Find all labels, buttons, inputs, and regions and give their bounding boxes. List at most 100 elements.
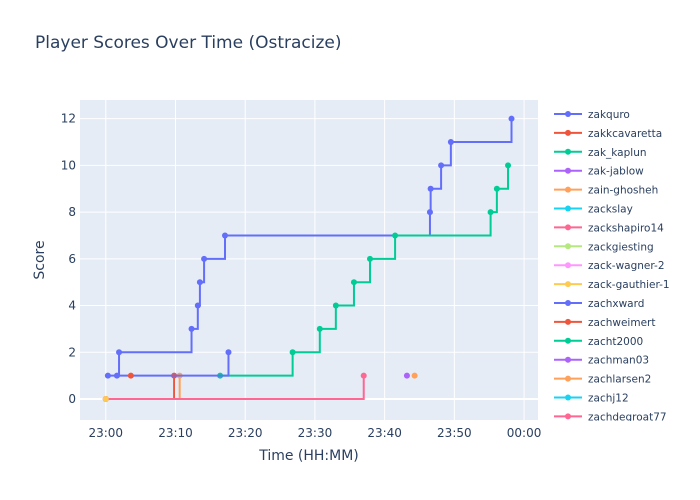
legend-item-zachlarsen2[interactable]: zachlarsen2 (554, 374, 651, 386)
data-point (221, 232, 228, 239)
series-line (107, 118, 513, 377)
legend-label: zachdegroat77 (588, 411, 667, 423)
legend-label: zackslay (588, 204, 633, 216)
legend-marker (565, 300, 571, 306)
y-tick-label: 0 (68, 392, 76, 406)
data-point (411, 372, 418, 379)
y-tick-label: 6 (68, 252, 76, 266)
legend-item-zachman03[interactable]: zachman03 (554, 355, 649, 367)
series-zakquro (104, 115, 515, 379)
y-tick-label: 4 (68, 299, 76, 313)
legend-item-zack-gauthier-1[interactable]: zack-gauthier-1 (554, 279, 670, 291)
legend-label: zackgiesting (588, 241, 654, 253)
data-point (127, 372, 134, 379)
series-line (105, 375, 365, 400)
data-point (403, 372, 410, 379)
data-point (426, 209, 433, 216)
legend-marker (565, 318, 571, 325)
legend-item-zachj12[interactable]: zachj12 (554, 393, 629, 405)
legend-label: zacht2000 (588, 336, 643, 348)
data-point (316, 325, 323, 332)
legend-label: zack-wagner-2 (588, 260, 665, 272)
legend-item-zakquro[interactable]: zakquro (554, 109, 630, 121)
legend-item-zack-wagner-2[interactable]: zack-wagner-2 (554, 260, 665, 272)
legend-marker (565, 262, 571, 269)
legend-marker (565, 205, 571, 212)
data-point (493, 185, 500, 192)
legend-marker (565, 394, 571, 401)
data-point (350, 279, 357, 286)
y-tick-label: 12 (61, 112, 76, 126)
series-zachweimert (127, 372, 134, 379)
data-point (447, 139, 454, 146)
legend-label: zachlarsen2 (588, 374, 651, 386)
legend-label: zachweimert (588, 317, 655, 329)
data-point (505, 162, 512, 169)
data-point (508, 115, 515, 122)
legend-marker (565, 167, 571, 174)
legend-label: zakquro (588, 109, 630, 121)
legend-marker (565, 111, 571, 117)
legend-marker (565, 413, 571, 420)
legend-label: zachxward (588, 298, 644, 310)
y-axis-label: Score (32, 240, 48, 279)
legend-label: zak-jablow (588, 166, 644, 178)
legend-item-zackgiesting[interactable]: zackgiesting (554, 241, 654, 253)
data-point (104, 372, 111, 379)
legend-item-zachweimert[interactable]: zachweimert (554, 317, 655, 329)
x-tick-label: 00:00 (507, 426, 542, 440)
legend-item-zackshapiro14[interactable]: zackshapiro14 (554, 222, 664, 234)
legend-marker (565, 186, 571, 193)
legend-label: zackshapiro14 (588, 222, 664, 234)
data-point (194, 302, 201, 309)
plot-area (80, 100, 538, 420)
x-tick-label: 23:10 (158, 426, 193, 440)
legend-label: zachman03 (588, 355, 649, 367)
data-point (366, 255, 373, 262)
y-tick-label: 8 (68, 205, 76, 219)
data-point (332, 302, 339, 309)
legend-item-zachdegroat77[interactable]: zachdegroat77 (554, 411, 667, 423)
legend-marker (565, 281, 571, 288)
series-zak_kaplun (217, 162, 512, 379)
legend-marker (565, 224, 571, 231)
legend-label: zak_kaplun (588, 147, 647, 159)
chart-title: Player Scores Over Time (Ostracize) (35, 33, 342, 53)
legend[interactable]: zakquro zakkcavaretta zak_kaplun zak-jablow… (554, 109, 670, 423)
series-zachlarsen2 (411, 372, 418, 379)
data-point (438, 162, 445, 169)
legend-marker (565, 148, 571, 155)
series-line (220, 165, 510, 377)
data-point (360, 372, 367, 379)
legend-marker (565, 243, 571, 250)
data-point (116, 349, 123, 356)
legend-item-zacht2000[interactable]: zacht2000 (554, 336, 643, 348)
series-zachxward (113, 349, 232, 379)
data-point (392, 232, 399, 239)
data-point (113, 372, 120, 379)
y-tick-label: 10 (61, 158, 76, 172)
data-point (201, 255, 208, 262)
series-zack-gauthier-1 (102, 395, 109, 402)
y-tick-label: 2 (68, 345, 76, 359)
legend-item-zackslay[interactable]: zackslay (554, 204, 633, 216)
data-point (289, 349, 296, 356)
data-point (102, 395, 109, 402)
data-point (225, 349, 232, 356)
x-tick-label: 23:00 (88, 426, 123, 440)
legend-item-zak_kaplun[interactable]: zak_kaplun (554, 147, 647, 159)
x-axis-label: Time (HH:MM) (258, 448, 359, 464)
legend-item-zak-jablow[interactable]: zak-jablow (554, 166, 644, 178)
legend-label: zain-ghosheh (588, 185, 658, 197)
legend-label: zachj12 (588, 393, 629, 405)
legend-label: zack-gauthier-1 (588, 279, 670, 291)
legend-marker (565, 337, 571, 344)
legend-item-zakkcavaretta[interactable]: zakkcavaretta (554, 128, 662, 140)
x-tick-label: 23:30 (298, 426, 333, 440)
x-tick-label: 23:40 (367, 426, 402, 440)
legend-item-zachxward[interactable]: zachxward (554, 298, 644, 310)
legend-item-zain-ghosheh[interactable]: zain-ghosheh (554, 185, 658, 197)
data-point (188, 325, 195, 332)
